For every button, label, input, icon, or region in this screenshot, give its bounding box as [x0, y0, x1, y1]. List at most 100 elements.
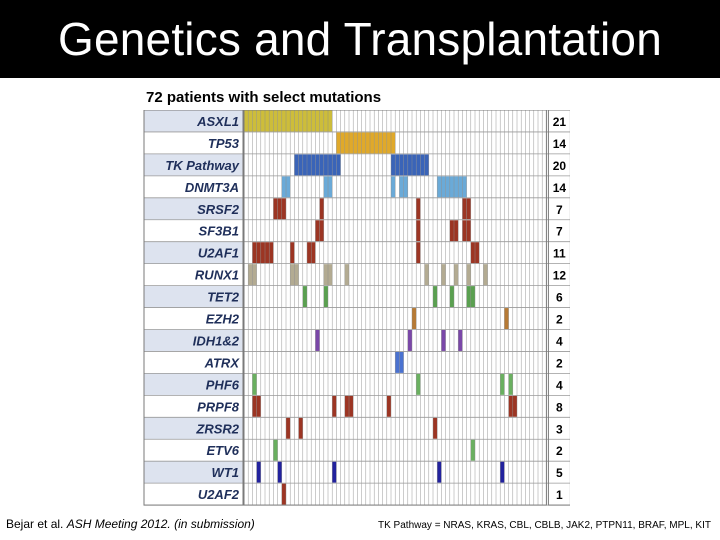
mutation-count: 2	[556, 444, 563, 458]
gene-label: PRPF8	[197, 399, 240, 414]
mutation-mark	[357, 132, 362, 154]
mutation-count: 3	[556, 422, 563, 436]
mutation-count: 21	[553, 115, 567, 129]
mutation-mark	[248, 264, 253, 286]
mutation-mark	[315, 154, 320, 176]
mutation-mark	[256, 110, 261, 132]
mutation-count: 7	[556, 203, 563, 217]
mutation-mark	[470, 242, 475, 264]
mutation-count: 4	[556, 334, 563, 348]
gene-label-cell	[144, 131, 243, 154]
mutation-mark	[319, 110, 324, 132]
mutation-mark	[508, 373, 513, 395]
gene-label-cell	[144, 439, 243, 462]
mutation-mark	[311, 110, 316, 132]
mutation-mark	[454, 176, 459, 198]
mutation-mark	[319, 154, 324, 176]
mutation-mark	[302, 286, 307, 308]
mutation-mark	[277, 198, 282, 220]
mutation-mark	[323, 286, 328, 308]
mutation-mark	[504, 308, 509, 329]
gene-label-cell	[144, 219, 243, 242]
mutation-mark	[336, 154, 341, 176]
mutation-mark	[344, 132, 349, 154]
mutation-mark	[286, 176, 291, 198]
mutation-mark	[281, 198, 286, 220]
mutation-mark	[399, 351, 404, 373]
mutation-count: 7	[556, 225, 563, 239]
mutation-count: 6	[556, 291, 563, 305]
slide-title: Genetics and Transplantation	[58, 13, 662, 65]
mutation-count: 1	[556, 488, 563, 502]
mutation-mark	[416, 154, 421, 176]
mutation-mark	[412, 308, 417, 329]
gene-label-cell	[144, 241, 243, 264]
mutation-count: 2	[556, 313, 563, 327]
mutation-mark	[441, 176, 446, 198]
mutation-mark	[441, 330, 446, 351]
gene-label-cell	[144, 153, 243, 176]
mutation-mark	[328, 264, 333, 286]
mutation-mark	[277, 110, 282, 132]
mutation-mark	[344, 395, 349, 417]
chart-subtitle: 72 patients with select mutations	[146, 89, 382, 106]
mutation-mark	[328, 110, 333, 132]
gene-label: TP53	[208, 136, 240, 151]
mutation-mark	[332, 461, 337, 483]
mutation-mark	[433, 417, 438, 439]
gene-label-cell	[144, 175, 243, 198]
mutation-mark	[416, 220, 421, 242]
mutation-mark	[395, 154, 400, 176]
gene-label-cell	[144, 329, 243, 352]
citation-journal: ASH Meeting 2012.	[66, 517, 171, 531]
mutation-mark	[252, 110, 257, 132]
gene-label: U2AF2	[198, 487, 240, 502]
mutation-mark	[416, 373, 421, 395]
mutation-mark	[332, 154, 337, 176]
gene-label: DNMT3A	[185, 180, 239, 195]
mutation-mark	[378, 132, 383, 154]
mutation-mark	[462, 198, 467, 220]
mutation-mark	[361, 132, 366, 154]
mutation-mark	[252, 373, 257, 395]
mutation-mark	[256, 461, 261, 483]
gene-label: ATRX	[204, 355, 241, 370]
count-column-border	[547, 110, 570, 506]
gene-label-cell	[144, 373, 243, 396]
mutation-mark	[281, 176, 286, 198]
mutation-mark	[294, 154, 299, 176]
mutation-mark	[424, 264, 429, 286]
mutation-mark	[386, 132, 391, 154]
mutation-mark	[382, 132, 387, 154]
mutation-mark	[252, 242, 257, 264]
mutation-mark	[323, 110, 328, 132]
gene-label: RUNX1	[195, 268, 239, 283]
mutation-mark	[311, 154, 316, 176]
mutation-mark	[454, 220, 459, 242]
mutation-mark	[302, 154, 307, 176]
mutation-mark	[273, 439, 278, 461]
mutation-mark	[462, 220, 467, 242]
mutation-mark	[445, 176, 450, 198]
mutation-mark	[290, 242, 295, 264]
mutation-mark	[307, 242, 312, 264]
gene-label-cell	[144, 307, 243, 330]
mutation-mark	[344, 264, 349, 286]
mutation-mark	[374, 132, 379, 154]
mutation-mark	[441, 264, 446, 286]
gene-label-cell	[144, 395, 243, 418]
tk-pathway-note: TK Pathway = NRAS, KRAS, CBL, CBLB, JAK2…	[378, 520, 711, 531]
citation-prefix: Bejar et al.	[6, 517, 67, 531]
mutation-mark	[273, 198, 278, 220]
mutation-mark	[512, 395, 517, 417]
mutation-mark	[265, 242, 270, 264]
mutation-mark	[294, 110, 299, 132]
gene-label: TK Pathway	[165, 158, 239, 173]
gene-label: ZRSR2	[195, 421, 239, 436]
mutation-mark	[332, 395, 337, 417]
mutation-mark	[391, 154, 396, 176]
mutation-mark	[252, 264, 257, 286]
mutation-mark	[256, 395, 261, 417]
mutation-count: 5	[556, 466, 563, 480]
mutation-mark	[470, 286, 475, 308]
